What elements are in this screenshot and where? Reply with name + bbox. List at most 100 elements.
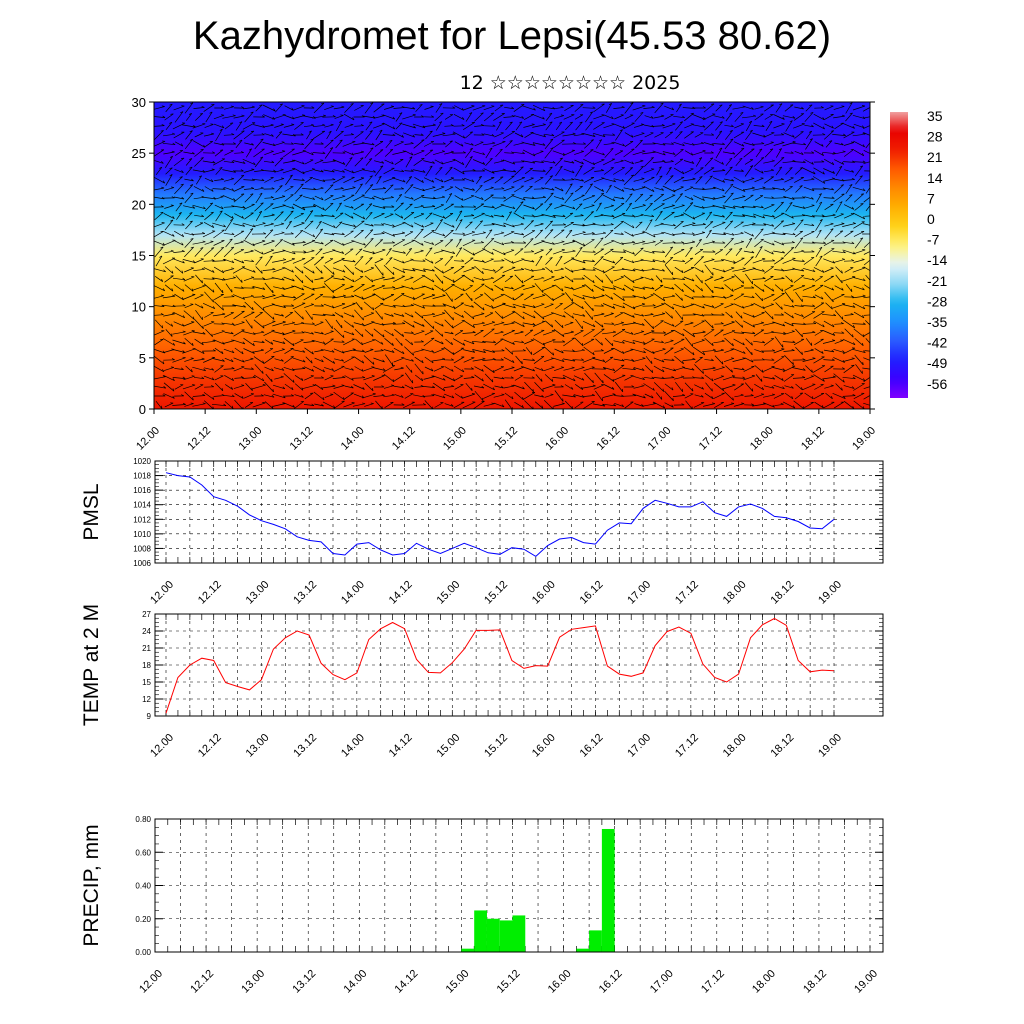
temperature-profile-panel: 0 5 10 15 20 25 30 12.00 12.12 13.00 13.12 14.00 14.… — [132, 95, 879, 453]
x-tick-label: 12.00 — [148, 732, 176, 760]
precip-panel: 0.80 0.60 0.40 0.20 0.00 12.00 12.12 13.00 13.12… — [80, 815, 884, 996]
x-tick-label: 14.12 — [393, 968, 421, 996]
precip-bar — [601, 828, 615, 952]
x-tick-label: 14.12 — [387, 732, 415, 760]
x-tick-label: 19.00 — [816, 732, 844, 760]
x-tick-label: 14.00 — [341, 968, 369, 996]
x-tick-label: 15.00 — [444, 968, 472, 996]
panel-frame — [154, 613, 884, 717]
precip-bar — [499, 920, 513, 952]
colorbar-label: 35 — [927, 108, 943, 124]
pmsl-panel: 1020 1018 1016 1014 1012 1010 1008 1006 12.00 12.… — [80, 457, 884, 607]
colorbar-label: 28 — [927, 129, 943, 145]
profile-x-tick-label: 16.00 — [543, 425, 571, 453]
profile-x-tick-label: 15.12 — [492, 425, 520, 453]
precip-bar — [486, 918, 500, 952]
precip-bar — [589, 930, 602, 952]
y-tick-label: 24 — [142, 627, 151, 636]
temp2m-panel: 27 24 21 18 15 12 9 12.00 12.12 13.00 13.12 14.00 14… — [80, 604, 884, 760]
colorbar-label: 21 — [927, 149, 943, 165]
y-tick-label: 1012 — [133, 515, 151, 524]
colorbar-label: -35 — [927, 314, 947, 330]
y-tick-label: 0.00 — [135, 948, 151, 957]
x-tick-label: 15.00 — [434, 732, 462, 760]
x-tick-label: 18.12 — [768, 579, 796, 607]
y-tick-label: 1014 — [133, 501, 151, 510]
x-tick-label: 12.12 — [196, 732, 224, 760]
profile-y-tick-label: 15 — [132, 249, 146, 264]
colorbar-fill — [890, 112, 908, 398]
x-tick-label: 15.00 — [434, 579, 462, 607]
x-tick-label: 17.00 — [625, 579, 653, 607]
profile-x-tick-label: 16.12 — [594, 425, 622, 453]
profile-x-tick-label: 12.00 — [134, 425, 162, 453]
x-tick-label: 17.12 — [699, 968, 727, 996]
colorbar-label: -42 — [927, 335, 947, 351]
x-tick-label: 17.00 — [625, 732, 653, 760]
y-tick-label: 0.60 — [135, 848, 151, 857]
page-title: Kazhydromet for Lepsi(45.53 80.62) — [192, 14, 832, 58]
x-tick-label: 12.00 — [148, 579, 176, 607]
wind-arrows — [154, 102, 870, 409]
y-tick-label: 1020 — [133, 457, 151, 466]
x-tick-label: 16.00 — [530, 732, 558, 760]
profile-x-tick-label: 13.12 — [288, 425, 316, 453]
x-tick-label: 17.12 — [673, 732, 701, 760]
profile-x-tick-label: 14.00 — [339, 425, 367, 453]
profile-x-tick-label: 15.00 — [441, 425, 469, 453]
x-tick-label: 18.12 — [801, 968, 829, 996]
y-tick-label: 0.40 — [135, 882, 151, 891]
colorbar-label: -14 — [927, 252, 947, 268]
x-tick-label: 18.00 — [721, 732, 749, 760]
x-tick-label: 16.12 — [578, 579, 606, 607]
x-tick-label: 15.12 — [495, 968, 523, 996]
colorbar-label: -49 — [927, 355, 947, 371]
profile-y-tick-label: 30 — [132, 95, 146, 110]
x-tick-label: 16.12 — [597, 968, 625, 996]
colorbar-label: -21 — [927, 273, 947, 289]
page-subtitle: 12 ☆☆☆☆☆☆☆☆ 2025 — [459, 72, 681, 94]
precip-bar — [576, 948, 590, 952]
x-tick-label: 14.12 — [387, 579, 415, 607]
x-tick-label: 18.00 — [721, 579, 749, 607]
x-tick-label: 13.00 — [244, 732, 272, 760]
profile-y-tick-label: 25 — [132, 146, 146, 161]
colorbar-label: -56 — [927, 376, 947, 392]
panel-frame — [154, 818, 884, 953]
pmsl-series-line — [165, 472, 835, 558]
y-tick-label: 0.80 — [135, 815, 151, 824]
colorbar-label: 14 — [927, 170, 943, 186]
profile-y-tick-label: 0 — [139, 402, 146, 417]
x-tick-label: 13.12 — [291, 732, 319, 760]
x-tick-label: 19.00 — [852, 968, 880, 996]
x-tick-label: 16.12 — [578, 732, 606, 760]
y-tick-label: 1006 — [133, 559, 151, 568]
x-tick-label: 13.00 — [239, 968, 267, 996]
x-tick-label: 17.00 — [648, 968, 676, 996]
profile-x-tick-label: 18.00 — [748, 425, 776, 453]
x-tick-label: 14.00 — [339, 579, 367, 607]
x-tick-label: 13.00 — [244, 579, 272, 607]
colorbar-label: -28 — [927, 293, 947, 309]
x-tick-label: 18.12 — [768, 732, 796, 760]
profile-x-tick-label: 12.12 — [185, 425, 213, 453]
wind-vectors — [154, 102, 870, 409]
temperature-fill — [154, 102, 870, 409]
colorbar-label: 7 — [927, 190, 935, 206]
profile-x-tick-label: 14.12 — [390, 425, 418, 453]
y-axis-label: PRECIP, mm — [80, 824, 103, 946]
profile-x-tick-label: 18.12 — [799, 425, 827, 453]
panel-frame — [154, 460, 884, 564]
precip-bar — [461, 948, 475, 952]
temp2m-series-line — [165, 617, 835, 714]
profile-x-tick-label: 17.12 — [697, 425, 725, 453]
colorbar-label: -7 — [927, 232, 940, 248]
x-tick-label: 19.00 — [816, 579, 844, 607]
precip-bar — [512, 915, 526, 952]
y-tick-label: 15 — [142, 678, 151, 687]
profile-x-tick-label: 17.00 — [646, 425, 674, 453]
y-tick-label: 27 — [142, 610, 151, 619]
y-tick-label: 9 — [147, 712, 152, 721]
colorbar-label: 0 — [927, 211, 935, 227]
x-tick-label: 12.12 — [196, 579, 224, 607]
